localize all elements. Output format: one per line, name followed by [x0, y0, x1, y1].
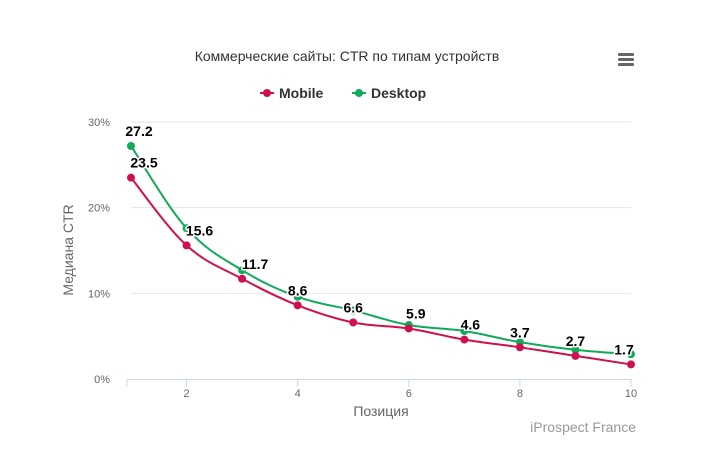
legend-label: Mobile	[279, 85, 324, 101]
data-point-desktop	[627, 350, 635, 359]
data-point-desktop	[182, 224, 191, 233]
y-tick-label: 30%	[88, 117, 110, 129]
data-point-mobile	[349, 318, 358, 327]
data-point-desktop	[571, 345, 580, 354]
data-point-mobile	[127, 173, 135, 182]
legend-label: Desktop	[371, 85, 426, 101]
data-label: 8.6	[288, 282, 308, 298]
axes: 0% 10% 20% 30% 2 4 6 8 10	[88, 117, 637, 400]
data-point-mobile	[627, 360, 635, 369]
credit-link[interactable]: iProspect France	[530, 419, 636, 435]
series-layer	[127, 141, 635, 369]
x-tick-label: 2	[183, 388, 189, 400]
data-labels: 27.2 23.5 15.6 11.7 8.6 6.6 5.9 4.6 3.7 2.7 1.7	[124, 121, 636, 358]
data-point-desktop	[460, 327, 469, 336]
data-label: 1.7	[614, 341, 634, 357]
data-label: 27.2	[125, 123, 152, 139]
data-point-mobile	[293, 301, 302, 310]
data-label: 2.7	[566, 333, 586, 349]
grid	[131, 121, 631, 294]
data-label: 15.6	[186, 222, 213, 238]
data-point-desktop	[238, 266, 247, 275]
legend-marker-icon	[355, 89, 363, 97]
y-tick-label: 10%	[88, 288, 110, 300]
y-tick-label: 20%	[88, 203, 110, 215]
y-axis-title: Медиана CTR	[60, 204, 76, 295]
data-point-desktop	[293, 292, 302, 301]
data-point-desktop	[349, 306, 358, 315]
data-label: 5.9	[406, 305, 426, 321]
data-point-mobile	[515, 343, 524, 352]
x-tick-label: 10	[625, 388, 637, 400]
x-tick-label: 6	[406, 388, 412, 400]
data-label: 6.6	[343, 299, 363, 315]
x-axis-title: Позиция	[353, 403, 408, 419]
x-tick-label: 4	[295, 388, 301, 400]
y-tick-label: 0%	[94, 374, 110, 386]
chart-title: Коммерческие сайты: CTR по типам устройс…	[195, 48, 500, 64]
data-point-mobile	[460, 335, 469, 344]
x-tick-label: 8	[517, 388, 523, 400]
data-point-mobile	[182, 241, 191, 250]
data-point-desktop	[127, 141, 135, 150]
hamburger-menu-icon[interactable]	[614, 50, 638, 70]
data-label: 3.7	[510, 324, 530, 340]
series-mobile	[127, 173, 635, 369]
data-point-mobile	[571, 351, 580, 360]
data-label: 4.6	[461, 317, 481, 333]
data-label: 23.5	[130, 155, 157, 171]
legend-marker-icon	[263, 89, 271, 97]
legend[interactable]: Mobile Desktop	[260, 85, 426, 101]
legend-item-mobile[interactable]: Mobile	[260, 85, 324, 101]
series-line-desktop	[130, 145, 632, 356]
legend-item-desktop[interactable]: Desktop	[352, 85, 426, 101]
series-line-mobile	[130, 177, 632, 366]
data-label: 11.7	[242, 256, 269, 272]
data-point-mobile	[238, 274, 247, 283]
data-point-mobile	[404, 324, 413, 333]
